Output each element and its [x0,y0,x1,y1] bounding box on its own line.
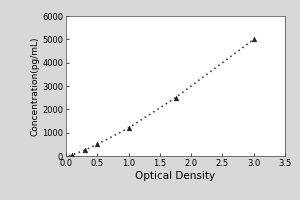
Y-axis label: Concentration(pg/mL): Concentration(pg/mL) [30,36,39,136]
X-axis label: Optical Density: Optical Density [135,171,216,181]
